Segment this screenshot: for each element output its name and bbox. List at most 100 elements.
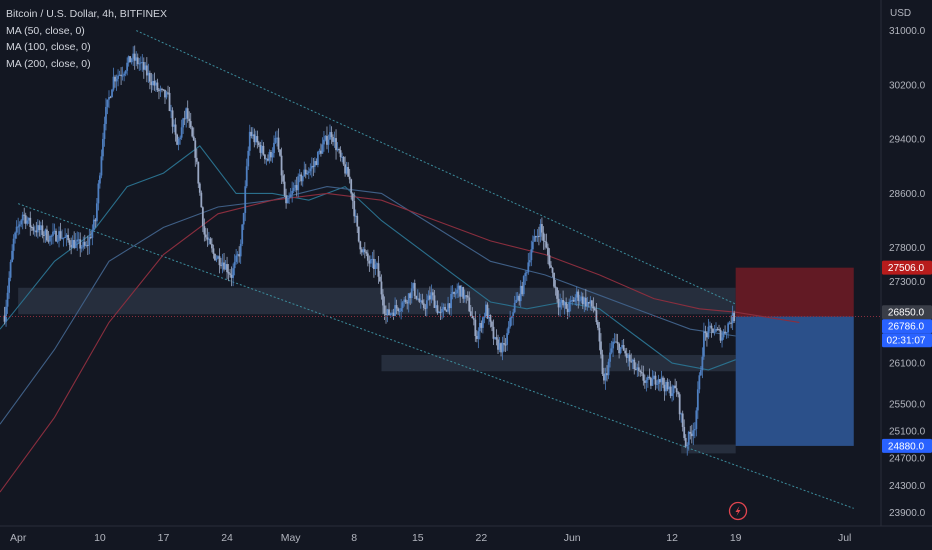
candle-body: [698, 375, 701, 390]
candle-body: [453, 292, 456, 294]
candle-body: [715, 328, 717, 332]
candle-body: [108, 97, 110, 100]
candle-body: [371, 258, 374, 260]
candle-body: [232, 268, 235, 278]
candle-body: [106, 99, 109, 107]
candle-body: [191, 127, 194, 137]
legend-ma200[interactable]: MA (200, close, 0): [6, 57, 91, 70]
candle-body: [39, 225, 42, 230]
candle-body: [704, 331, 707, 333]
candle-body: [634, 369, 637, 371]
candle-body: [211, 244, 213, 249]
candle-body: [182, 118, 185, 128]
candle-body: [706, 332, 708, 338]
candle-body: [161, 88, 163, 90]
candle-body: [24, 215, 27, 224]
candle-body: [189, 121, 192, 128]
candle-body: [491, 321, 493, 327]
candle-body: [462, 287, 465, 299]
candle-body: [251, 134, 254, 137]
candle-body: [359, 241, 362, 250]
candle-body: [62, 237, 65, 239]
candle-body: [512, 312, 515, 318]
candle-body: [197, 161, 200, 184]
candle-body: [719, 329, 722, 341]
candle-body: [489, 315, 492, 322]
candle-body: [615, 341, 617, 343]
candle-body: [648, 376, 651, 378]
price-tick-label: 23900.0: [889, 508, 926, 519]
candle-body: [158, 90, 160, 92]
candle-body: [12, 238, 15, 251]
candle-body: [336, 149, 339, 151]
candle-body: [351, 193, 354, 202]
legend-title[interactable]: Bitcoin / U.S. Dollar, 4h, BITFINEX: [6, 8, 168, 20]
legend-ma100[interactable]: MA (100, close, 0): [6, 41, 91, 53]
candle-body: [147, 72, 150, 76]
candle-body: [200, 192, 203, 208]
candle-body: [718, 329, 720, 331]
candle-body: [391, 312, 393, 314]
candle-body: [553, 272, 555, 287]
candle-body: [451, 292, 454, 295]
time-axis[interactable]: Apr 10 17 24 May 8 15 22 Jun 12 19 Jul: [0, 525, 932, 544]
price-labels-layer: 27506.0 26850.0 26786.0 02:31:07 24880.0: [882, 260, 932, 453]
candle-body: [50, 235, 53, 237]
time-tick-label: 24: [221, 532, 233, 544]
candle-body: [85, 244, 88, 246]
candle-body: [105, 106, 107, 124]
short-position-tool[interactable]: [735, 267, 854, 446]
channel-line-lower[interactable]: [17, 203, 854, 509]
candle-body: [666, 381, 669, 390]
candle-body: [174, 124, 177, 135]
candle-body: [91, 229, 94, 238]
candle-body: [273, 142, 275, 153]
candle-body: [548, 255, 551, 266]
candle-body: [195, 157, 198, 162]
candle-body: [168, 92, 171, 112]
candle-body: [559, 302, 561, 308]
candle-body: [347, 167, 350, 177]
candle-body: [73, 240, 76, 248]
take-profit-zone[interactable]: [735, 316, 854, 446]
candle-body: [212, 248, 215, 254]
candle-body: [422, 303, 425, 308]
candle-body: [230, 274, 233, 278]
candle-body: [465, 295, 468, 297]
candle-body: [133, 53, 136, 61]
candle-body: [609, 352, 611, 362]
candle-body: [268, 151, 271, 161]
candle-body: [630, 361, 633, 363]
support-zone[interactable]: [381, 354, 736, 372]
candle-body: [595, 310, 598, 323]
candle-body: [256, 136, 259, 143]
candle-body: [121, 75, 124, 77]
candle-body: [527, 262, 530, 273]
ma-line-200: [0, 192, 800, 493]
stop-loss-zone[interactable]: [735, 267, 854, 317]
candle-body: [71, 240, 74, 248]
candle-body: [716, 328, 719, 330]
price-axis[interactable]: 31000.0 30200.0 29400.0 28600.0 27800.0 27300…: [880, 0, 926, 526]
legend-ma50[interactable]: MA (50, close, 0): [6, 24, 85, 37]
candle-body: [67, 234, 70, 241]
channel-line-upper[interactable]: [136, 30, 736, 305]
candle-body: [89, 237, 92, 239]
candle-body: [115, 78, 118, 82]
candle-body: [438, 311, 440, 314]
bottom-zone[interactable]: [681, 444, 736, 454]
time-tick-label: 19: [730, 532, 742, 544]
candle-body: [503, 343, 505, 345]
candle-body: [282, 175, 284, 182]
candle-body: [603, 374, 605, 381]
candle-body: [575, 291, 578, 298]
candle-body: [524, 273, 527, 277]
candle-body: [338, 149, 340, 151]
time-tick-label: 15: [412, 532, 424, 544]
candle-body: [294, 185, 297, 188]
candle-body: [162, 89, 165, 91]
time-tick-label: May: [281, 532, 302, 544]
descending-channel[interactable]: [17, 30, 854, 509]
flash-icon[interactable]: [728, 501, 748, 521]
